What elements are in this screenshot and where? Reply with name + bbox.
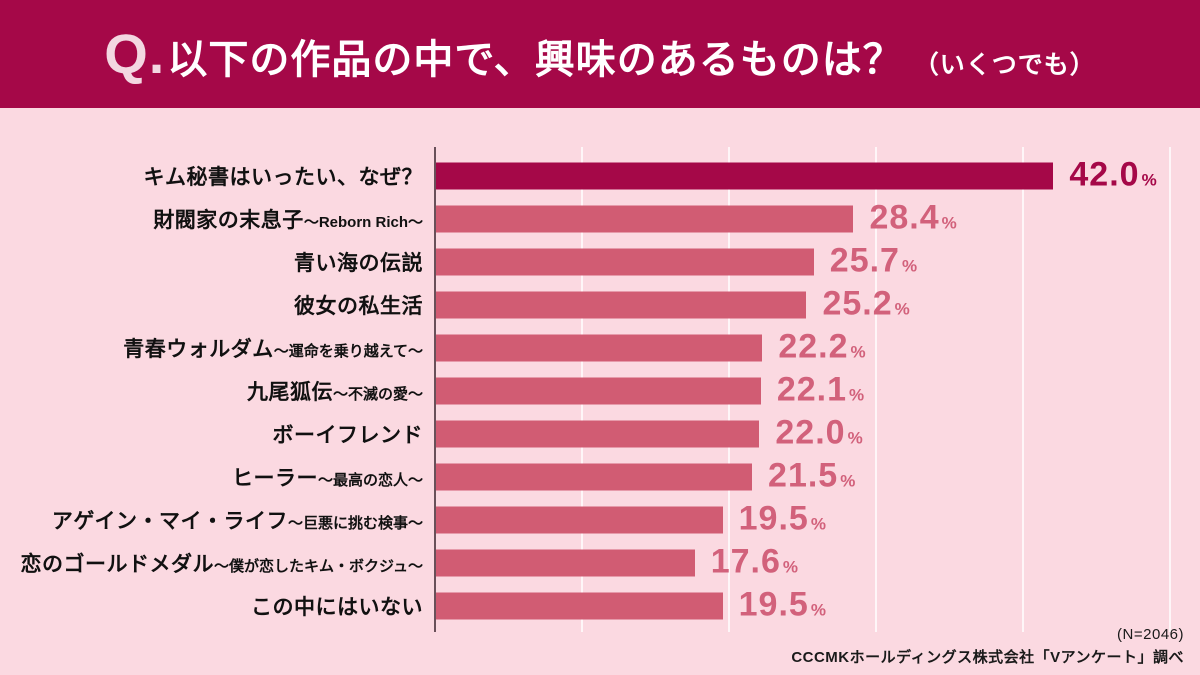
value-label: 42.0% <box>1069 155 1156 194</box>
category-title: ボーイフレンド <box>272 423 423 447</box>
bar <box>436 420 760 447</box>
bar <box>436 506 723 533</box>
category-label: ヒーラー～最高の恋人～ <box>0 462 423 492</box>
value-label: 19.5% <box>739 585 826 624</box>
category-title: 九尾狐伝 <box>246 380 333 404</box>
value-label: 25.7% <box>830 241 917 280</box>
value-label: 21.5% <box>768 456 855 495</box>
category-title: 財閥家の末息子 <box>153 208 304 232</box>
category-label: 財閥家の末息子～Reborn Rich～ <box>0 204 423 234</box>
question-banner: Q. 以下の作品の中で、興味のあるものは？ （いくつでも） <box>0 0 1200 108</box>
bar <box>436 377 761 404</box>
bar <box>436 592 723 619</box>
value-label: 22.0% <box>775 413 862 452</box>
value-number: 42.0 <box>1069 155 1140 194</box>
category-subtitle: ～Reborn Rich～ <box>303 213 423 231</box>
footer: (N=2046) CCCMKホールディングス株式会社「Vアンケート」調べ <box>791 626 1184 667</box>
bar <box>436 463 753 490</box>
category-title: 彼女の私生活 <box>294 294 423 318</box>
category-label: 九尾狐伝～不滅の愛～ <box>0 376 423 406</box>
category-label: この中にはいない <box>0 591 423 621</box>
value-label: 28.4% <box>869 198 956 237</box>
category-label: ボーイフレンド <box>0 419 423 449</box>
value-unit: % <box>941 213 957 233</box>
bar-highlight <box>436 162 1054 189</box>
category-title: アゲイン・マイ・ライフ <box>51 509 288 533</box>
value-unit: % <box>840 471 856 491</box>
category-label: 青春ウォルダム～運命を乗り越えて～ <box>0 333 423 363</box>
gridline-40pct <box>1022 147 1024 632</box>
value-number: 19.5 <box>738 585 809 624</box>
value-unit: % <box>847 428 863 448</box>
category-title: この中にはいない <box>251 595 423 619</box>
sample-size: (N=2046) <box>1117 626 1184 643</box>
bar <box>436 334 763 361</box>
source-credit: CCCMKホールディングス株式会社「Vアンケート」調べ <box>791 649 1184 666</box>
category-title: 恋のゴールドメダル <box>20 552 215 576</box>
category-title: キム秘書はいったい、なぜ？ <box>143 165 423 189</box>
value-unit: % <box>1141 170 1157 190</box>
category-subtitle: ～僕が恋したキム・ボクジュ～ <box>214 557 423 575</box>
category-label: 青い海の伝説 <box>0 247 423 277</box>
value-label: 22.2% <box>778 327 865 366</box>
value-number: 22.1 <box>776 370 848 409</box>
value-number: 25.2 <box>822 284 893 323</box>
bar <box>436 291 807 318</box>
value-unit: % <box>782 557 799 577</box>
bar-chart: キム秘書はいったい、なぜ？ 42.0% 財閥家の末息子～Reborn Rich～ 28… <box>0 108 1200 675</box>
value-unit: % <box>810 600 826 620</box>
bar <box>436 205 854 232</box>
value-label: 19.5% <box>739 499 826 538</box>
category-title: 青い海の伝説 <box>294 251 423 275</box>
question-note: （いくつでも） <box>913 51 1096 79</box>
category-label: アゲイン・マイ・ライフ～巨悪に挑む検事～ <box>0 505 423 535</box>
value-number: 21.5 <box>768 456 839 495</box>
category-label: キム秘書はいったい、なぜ？ <box>0 161 423 191</box>
value-unit: % <box>850 342 866 362</box>
value-unit: % <box>810 514 826 534</box>
category-subtitle: ～最高の恋人～ <box>317 471 423 489</box>
value-label: 17.6% <box>711 542 798 581</box>
category-subtitle: ～運命を乗り越えて～ <box>273 342 423 360</box>
value-number: 19.5 <box>738 499 809 538</box>
question-title: 以下の作品の中で、興味のあるものは？ <box>167 38 904 82</box>
value-number: 17.6 <box>710 542 781 581</box>
value-number: 25.7 <box>829 241 900 280</box>
value-number: 22.0 <box>775 413 846 452</box>
gridline-50pct <box>1169 147 1171 632</box>
bar <box>436 248 814 275</box>
category-title: ヒーラー <box>231 466 318 490</box>
category-subtitle: ～巨悪に挑む検事～ <box>287 514 423 532</box>
value-unit: % <box>901 256 918 276</box>
value-label: 22.1% <box>777 370 864 409</box>
value-number: 28.4 <box>869 198 940 237</box>
value-number: 22.2 <box>778 327 849 366</box>
value-unit: % <box>849 385 865 405</box>
gridline-30pct <box>875 147 877 632</box>
category-label: 彼女の私生活 <box>0 290 423 320</box>
y-axis-line <box>434 147 436 632</box>
category-label: 恋のゴールドメダル～僕が恋したキム・ボクジュ～ <box>0 548 423 578</box>
value-label: 25.2% <box>822 284 909 323</box>
question-prefix: Q. <box>104 22 166 85</box>
value-unit: % <box>894 299 910 319</box>
bar <box>436 549 695 576</box>
category-title: 青春ウォルダム <box>123 337 274 361</box>
category-subtitle: ～不滅の愛～ <box>332 385 423 403</box>
